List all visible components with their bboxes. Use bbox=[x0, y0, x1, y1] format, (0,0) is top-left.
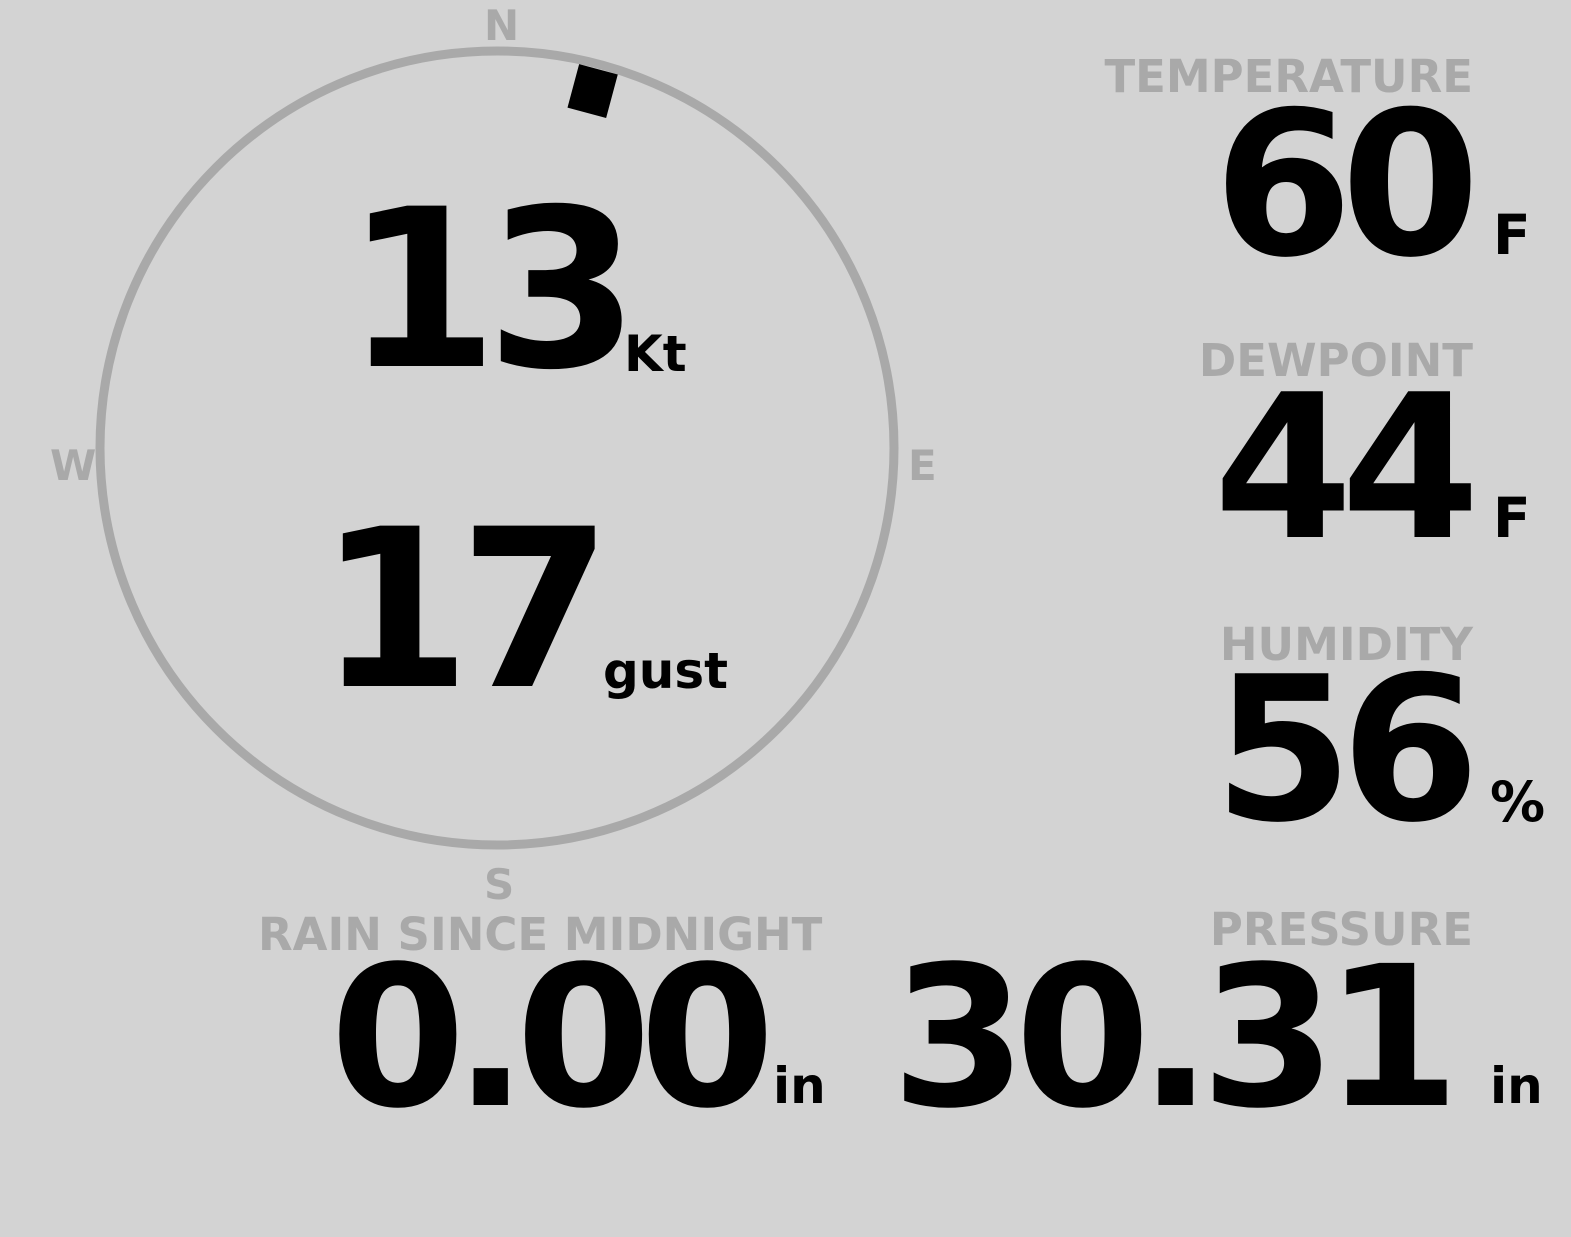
compass-s: S bbox=[484, 860, 515, 909]
wind-direction-marker bbox=[567, 64, 618, 119]
temperature-label: TEMPERATURE bbox=[1104, 50, 1473, 103]
temperature-value: 60 bbox=[1213, 69, 1480, 302]
pressure-label: PRESSURE bbox=[1209, 903, 1473, 956]
compass-e: E bbox=[908, 441, 937, 490]
dewpoint-label: DEWPOINT bbox=[1198, 334, 1473, 387]
wind-gust-unit: gust bbox=[603, 642, 729, 700]
dewpoint-unit: F bbox=[1493, 486, 1531, 550]
rain-unit: in bbox=[773, 1057, 826, 1115]
compass-ring bbox=[95, 46, 899, 850]
humidity-label: HUMIDITY bbox=[1219, 618, 1473, 671]
wind-speed-value: 13 bbox=[345, 162, 639, 418]
humidity-value: 56 bbox=[1213, 634, 1480, 867]
humidity-unit: % bbox=[1490, 770, 1546, 834]
rain-label: RAIN SINCE MIDNIGHT bbox=[258, 908, 823, 961]
compass-n: N bbox=[484, 1, 520, 50]
pressure-unit: in bbox=[1490, 1057, 1543, 1115]
dewpoint-value: 44 bbox=[1213, 352, 1480, 585]
pressure-value: 30.31 bbox=[891, 924, 1460, 1151]
compass-w: W bbox=[50, 441, 97, 490]
wind-gust-value: 17 bbox=[318, 482, 612, 738]
wind-speed-unit: Kt bbox=[624, 325, 687, 383]
rain-value: 0.00 bbox=[330, 924, 775, 1151]
temperature-unit: F bbox=[1493, 203, 1531, 267]
